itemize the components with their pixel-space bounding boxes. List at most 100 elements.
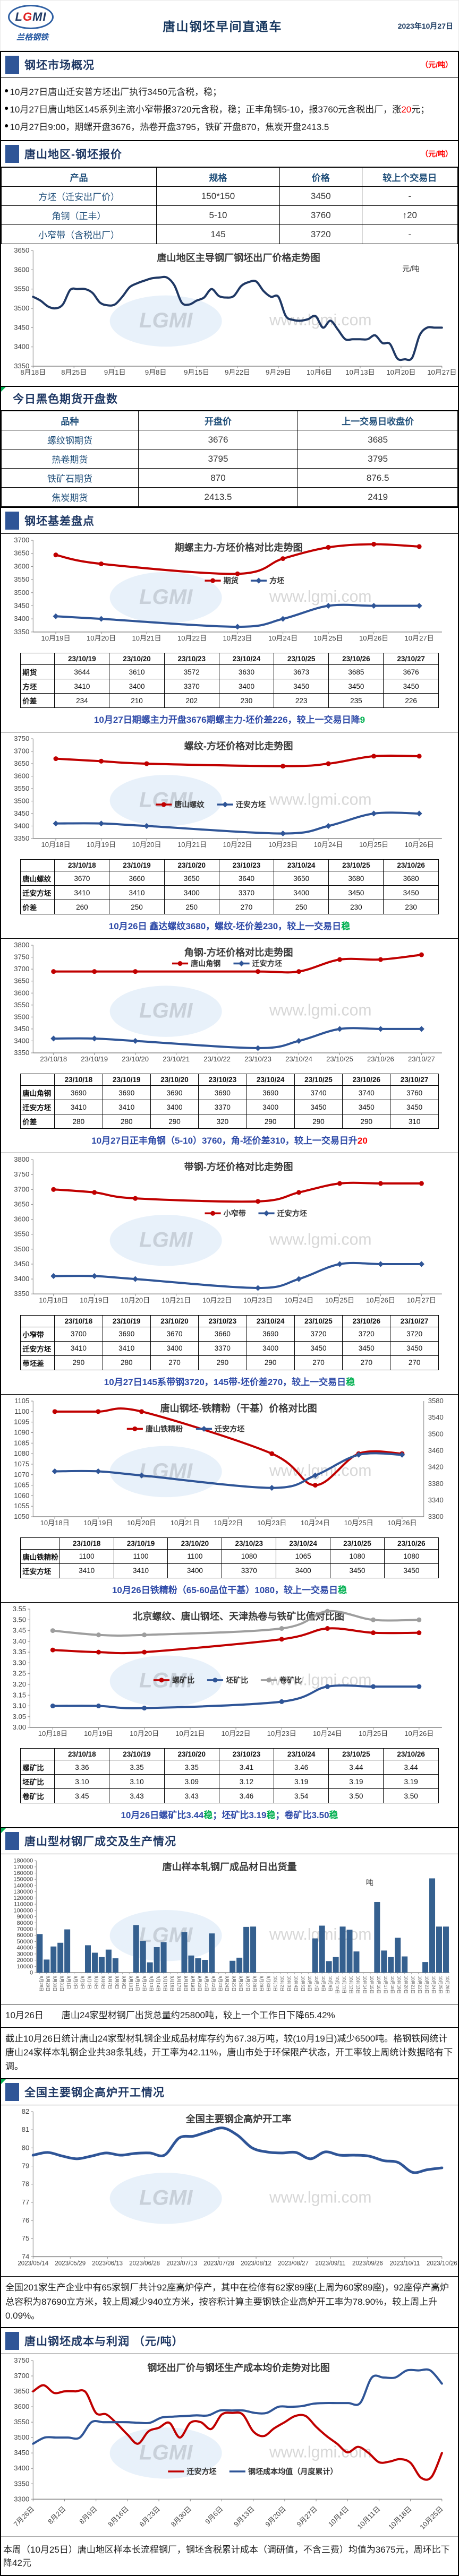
svg-text:元/吨: 元/吨 xyxy=(402,264,419,273)
svg-text:10月21日: 10月21日 xyxy=(175,1730,205,1737)
svg-text:www.lgmi.com: www.lgmi.com xyxy=(269,2444,371,2461)
svg-text:3650: 3650 xyxy=(14,1200,29,1208)
svg-text:8月16日: 8月16日 xyxy=(106,2505,130,2528)
svg-text:23/10/22: 23/10/22 xyxy=(203,1055,231,1063)
svg-text:3750: 3750 xyxy=(14,1171,29,1179)
value-cell: 3410 xyxy=(109,885,165,901)
svg-text:3.40: 3.40 xyxy=(13,1637,26,1645)
svg-text:10月25日: 10月25日 xyxy=(359,1730,388,1737)
svg-text:3500: 3500 xyxy=(14,1245,29,1253)
svg-text:9月27日: 9月27日 xyxy=(245,1976,250,1991)
svg-text:2023/06/13: 2023/06/13 xyxy=(92,2260,123,2267)
svg-text:10000: 10000 xyxy=(17,1964,33,1970)
svg-text:10月25日: 10月25日 xyxy=(344,1519,373,1527)
svg-text:唐山地区主导钢厂钢坯出厂价格走势图: 唐山地区主导钢厂钢坯出厂价格走势图 xyxy=(157,252,320,263)
value-cell: 3450 xyxy=(383,885,439,901)
date-header: 23/10/19 xyxy=(54,653,110,665)
svg-text:10月16日: 10月16日 xyxy=(376,1976,381,1994)
product-cell: 角钢（正丰） xyxy=(1,205,157,225)
value-cell: 3.09 xyxy=(164,1774,219,1790)
svg-text:www.lgmi.com: www.lgmi.com xyxy=(269,1002,371,1019)
shipments-svg: LGMIwww.lgmi.com010000200003000040000500… xyxy=(13,1858,449,1994)
date-header: 23/10/19 xyxy=(109,1748,165,1761)
value-cell: 3.12 xyxy=(218,1774,275,1790)
svg-text:9月1日: 9月1日 xyxy=(104,368,126,376)
section-header-cost: 唐山钢坯成本与利润 （元/吨） xyxy=(1,2327,458,2355)
open-cell: 870 xyxy=(138,468,299,488)
date-header: 23/10/18 xyxy=(54,1074,103,1086)
svg-text:2023/09/11: 2023/09/11 xyxy=(316,2260,346,2267)
svg-text:9月29日: 9月29日 xyxy=(266,368,291,376)
unit-label: （元/吨） xyxy=(421,60,453,69)
table-row: 唐山角钢 3690 3690 3690 3690 3690 3740 3740 3760 xyxy=(20,1085,439,1101)
svg-text:23/10/23: 23/10/23 xyxy=(244,1055,271,1063)
svg-text:10月7日: 10月7日 xyxy=(314,1976,319,1991)
value-cell: 3.35 xyxy=(164,1760,219,1775)
column-header: 较上个交易日 xyxy=(361,167,458,187)
svg-text:1105: 1105 xyxy=(14,1397,29,1405)
table-row: 迁安方坯 3410 3410 3400 3370 3400 3450 3450 3450 xyxy=(20,1100,439,1115)
svg-text:10月22日: 10月22日 xyxy=(214,1519,243,1527)
value-cell: 3.19 xyxy=(274,1774,329,1790)
value-cell: 3670 xyxy=(54,871,110,886)
value-cell: 3450 xyxy=(390,1100,439,1115)
svg-text:9月13日: 9月13日 xyxy=(149,1976,154,1991)
svg-text:期货: 期货 xyxy=(224,576,239,585)
value-cell: 3450 xyxy=(384,1563,439,1578)
table-row: 唐山螺纹 3670 3660 3650 3640 3650 3680 3680 xyxy=(20,871,439,886)
svg-text:3350: 3350 xyxy=(14,628,29,636)
svg-text:8月2日: 8月2日 xyxy=(46,2505,67,2526)
svg-text:30000: 30000 xyxy=(17,1951,33,1957)
chart-note: 10月27日正丰角钢（5-10）3760，角-坯价差310，较上一交易日升20 xyxy=(91,1136,368,1146)
futures_billet-svg: LGMI www.lgmi.com 3350 3400 3450 3500 3550 3600… xyxy=(14,536,442,642)
svg-text:1100: 1100 xyxy=(14,1407,29,1415)
svg-text:10月21日: 10月21日 xyxy=(132,634,161,642)
svg-text:150000: 150000 xyxy=(13,1877,33,1883)
svg-text:10月19日: 10月19日 xyxy=(41,634,70,642)
svg-text:10月20日: 10月20日 xyxy=(130,1730,159,1737)
value-cell: 3690 xyxy=(246,1326,295,1342)
value-cell: 3.35 xyxy=(109,1760,165,1775)
svg-text:3550: 3550 xyxy=(14,575,29,583)
section-header-market-overview: 钢坯市场概况 （元/吨） xyxy=(1,51,458,78)
svg-text:LGMI: LGMI xyxy=(139,308,193,332)
row-label: 迁安方坯 xyxy=(20,1100,55,1115)
value-cell: 3.54 xyxy=(274,1788,329,1804)
chart-note: 10月27日期螺主力开盘3676期螺主力-坯价差226，较上一交易日降9 xyxy=(94,715,366,725)
svg-text:8月28日: 8月28日 xyxy=(39,1976,44,1991)
variety-cell: 螺纹钢期货 xyxy=(1,430,139,450)
date-header: 23/10/18 xyxy=(54,1748,110,1761)
value-cell: 1100 xyxy=(113,1549,168,1564)
value-cell: 3690 xyxy=(54,1085,103,1101)
svg-text:角钢-方坯价格对比走势图: 角钢-方坯价格对比走势图 xyxy=(184,947,293,958)
date-header: 23/10/24 xyxy=(246,1315,295,1327)
date-header: 23/10/25 xyxy=(274,653,329,665)
svg-text:9月1日: 9月1日 xyxy=(66,1976,71,1989)
spec-cell: 5-10 xyxy=(156,205,280,225)
value-cell: 270 xyxy=(150,1355,199,1370)
svg-text:2023/07/13: 2023/07/13 xyxy=(166,2260,197,2267)
svg-text:10月24日: 10月24日 xyxy=(284,1296,313,1304)
svg-text:9月29日: 9月29日 xyxy=(259,1976,264,1991)
svg-text:3350: 3350 xyxy=(14,2479,29,2487)
svg-text:8月9日: 8月9日 xyxy=(78,2505,98,2526)
date-header: 23/10/18 xyxy=(54,859,110,872)
date-header: 23/10/20 xyxy=(150,1315,199,1327)
svg-text:10月25日: 10月25日 xyxy=(359,841,388,849)
value-cell: 3690 xyxy=(198,1085,247,1101)
value-cell: 1080 xyxy=(330,1549,385,1564)
table-row: 唐山铁精粉 1100 1100 1100 1080 1065 1080 1080 xyxy=(20,1549,439,1564)
svg-text:3.30: 3.30 xyxy=(13,1658,26,1666)
svg-text:70000: 70000 xyxy=(17,1926,33,1933)
value-cell: 320 xyxy=(198,1114,247,1129)
column-header: 品种 xyxy=(1,411,139,431)
svg-text:9月6日: 9月6日 xyxy=(100,1976,105,1989)
value-cell: 3.44 xyxy=(328,1760,384,1775)
svg-text:10月2日: 10月2日 xyxy=(279,1976,284,1991)
svg-text:10月19日: 10月19日 xyxy=(84,1730,113,1737)
svg-text:8月29日: 8月29日 xyxy=(46,1976,50,1991)
svg-text:3450: 3450 xyxy=(14,323,29,331)
value-cell: 3400 xyxy=(218,679,275,694)
svg-text:1075: 1075 xyxy=(14,1460,29,1468)
svg-text:全国主要钢企高炉开工率: 全国主要钢企高炉开工率 xyxy=(185,2113,292,2124)
